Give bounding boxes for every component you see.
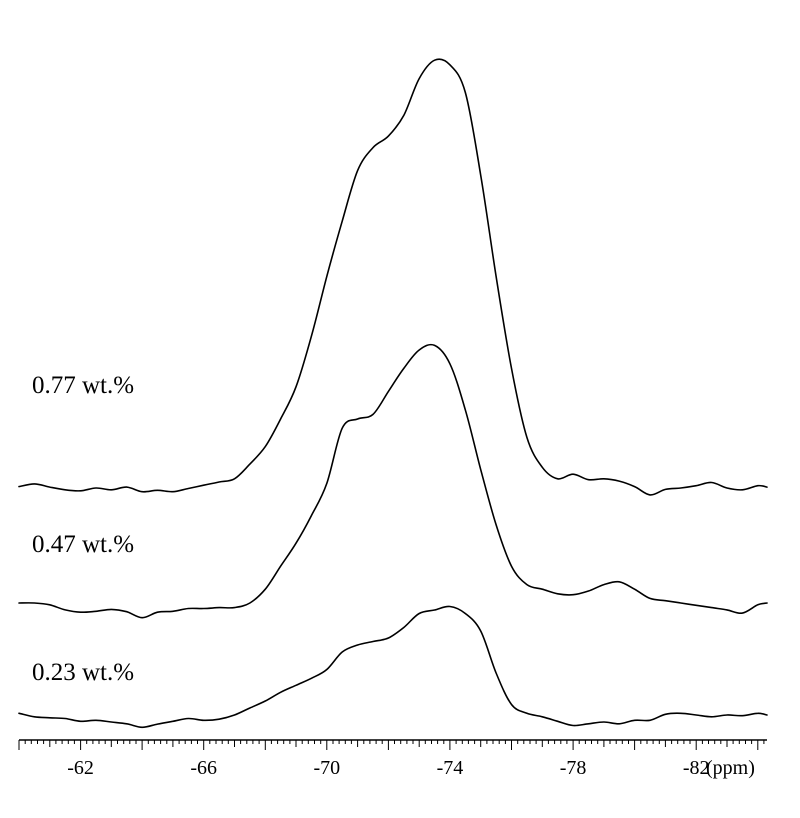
x-tick-label: -74: [437, 757, 464, 779]
x-tick-label: -66: [190, 757, 217, 779]
spectra-group: [18, 58, 768, 729]
x-axis-label: (ppm): [706, 757, 755, 779]
x-axis-ticks: [18, 740, 765, 750]
spectrum-line-047: [18, 343, 768, 619]
x-axis-tick-labels: -62 -66 -70 -74 -78 -82: [67, 757, 709, 779]
x-tick-label: -82: [683, 757, 710, 779]
series-label-0-77: 0.77 wt.%: [32, 372, 134, 399]
series-label-0-47: 0.47 wt.%: [32, 531, 134, 558]
x-tick-label: -62: [67, 757, 94, 779]
spectrum-line-023: [18, 605, 768, 729]
x-tick-label: -78: [560, 757, 587, 779]
x-tick-label: -70: [313, 757, 340, 779]
series-label-0-23: 0.23 wt.%: [32, 659, 134, 686]
spectrum-line-077: [18, 58, 768, 496]
